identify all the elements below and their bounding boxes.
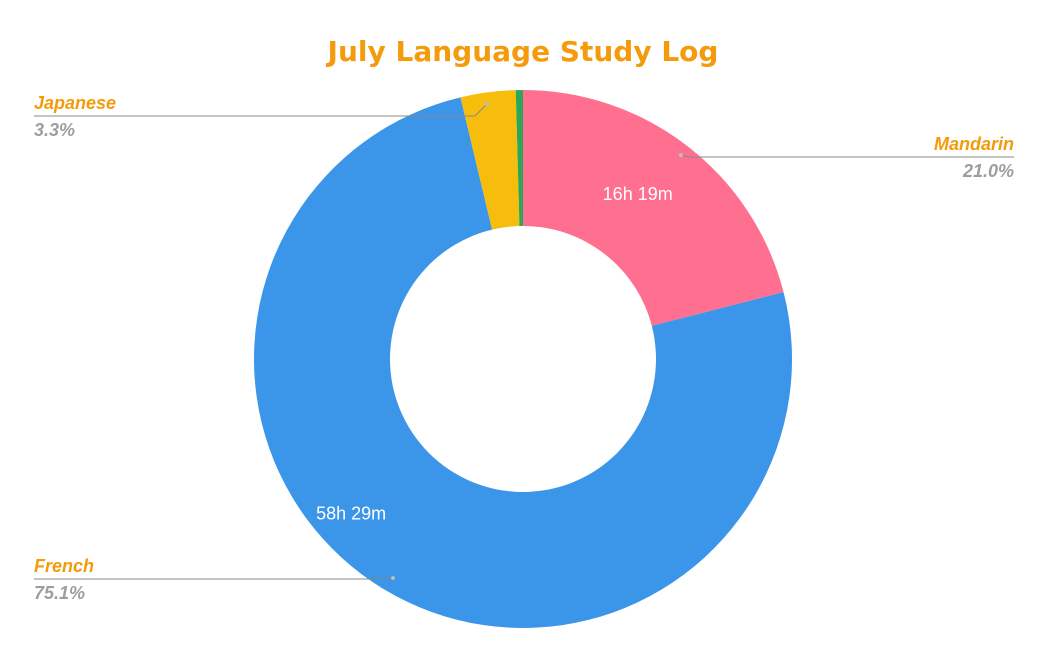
chart-title: July Language Study Log: [326, 35, 719, 68]
leader-lines-layer: [34, 102, 1014, 580]
slice-mandarin: [523, 90, 784, 326]
slice-other: [515, 90, 523, 227]
leader-dot-mandarin: [679, 153, 683, 157]
legend-label-french: French: [34, 556, 94, 576]
legend-percent-japanese: 3.3%: [34, 120, 75, 140]
leader-line-mandarin: [680, 154, 1014, 158]
leader-line-japanese: [34, 103, 488, 117]
labels-layer: 16h 19m 58h 29m Mandarin 21.0% French 75.1% Ja…: [34, 93, 1014, 603]
slice-value-label-french: 58h 29m: [316, 503, 386, 523]
slice-value-label-mandarin: 16h 19m: [603, 184, 673, 204]
leader-dot-japanese: [485, 102, 489, 106]
legend-percent-french: 75.1%: [34, 583, 85, 603]
slice-french: [253, 97, 793, 628]
legend-label-mandarin: Mandarin: [934, 134, 1014, 154]
legend-percent-mandarin: 21.0%: [962, 161, 1014, 181]
legend-label-japanese: Japanese: [34, 93, 116, 113]
leader-line-french: [34, 577, 394, 580]
slice-japanese: [460, 90, 520, 230]
leader-dot-french: [391, 576, 395, 580]
slices-layer: [253, 90, 793, 628]
